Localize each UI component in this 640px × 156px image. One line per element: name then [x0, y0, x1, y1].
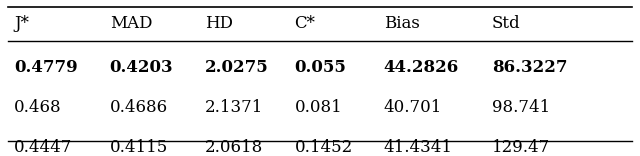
- Text: J*: J*: [14, 15, 29, 32]
- Text: 40.701: 40.701: [384, 99, 442, 116]
- Text: 44.2826: 44.2826: [384, 59, 459, 76]
- Text: 0.4203: 0.4203: [109, 59, 173, 76]
- Text: 2.1371: 2.1371: [205, 99, 264, 116]
- Text: C*: C*: [294, 15, 316, 32]
- Text: 0.055: 0.055: [294, 59, 346, 76]
- Text: 98.741: 98.741: [492, 99, 550, 116]
- Text: 0.4115: 0.4115: [109, 139, 168, 156]
- Text: 0.1452: 0.1452: [294, 139, 353, 156]
- Text: 0.468: 0.468: [14, 99, 61, 116]
- Text: HD: HD: [205, 15, 234, 32]
- Text: 0.081: 0.081: [294, 99, 342, 116]
- Text: Bias: Bias: [384, 15, 420, 32]
- Text: 0.4447: 0.4447: [14, 139, 72, 156]
- Text: 0.4779: 0.4779: [14, 59, 77, 76]
- Text: 41.4341: 41.4341: [384, 139, 452, 156]
- Text: 2.0275: 2.0275: [205, 59, 269, 76]
- Text: 0.4686: 0.4686: [109, 99, 168, 116]
- Text: MAD: MAD: [109, 15, 152, 32]
- Text: 2.0618: 2.0618: [205, 139, 264, 156]
- Text: Std: Std: [492, 15, 521, 32]
- Text: 129.47: 129.47: [492, 139, 550, 156]
- Text: 86.3227: 86.3227: [492, 59, 568, 76]
